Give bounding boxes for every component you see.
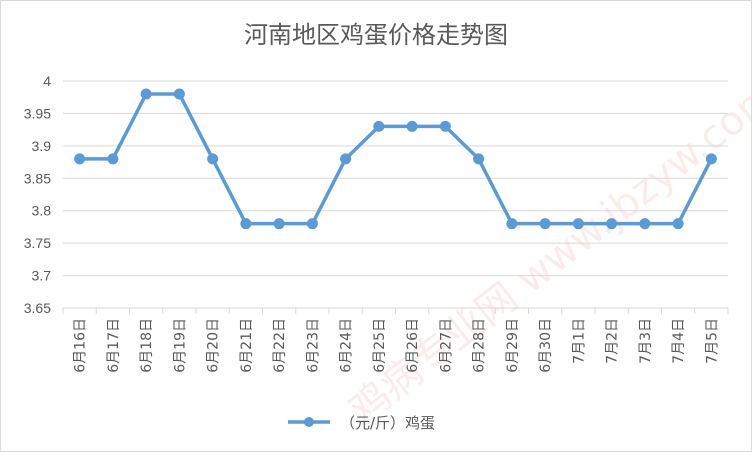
x-tick-label: 6月26日 [405,318,421,373]
data-point [705,153,717,165]
x-tick-label: 6月24日 [339,318,355,373]
data-point [406,120,418,132]
data-point [207,153,219,165]
data-point [306,218,318,230]
x-tick-label: 6月16日 [73,318,89,373]
data-point [373,120,385,132]
data-point [273,218,285,230]
x-tick-label: 6月27日 [438,318,454,373]
y-tick-label: 3.9 [32,138,52,154]
y-tick-label: 3.65 [24,300,51,316]
y-tick-label: 4 [43,73,51,89]
data-point [240,218,252,230]
legend-label: （元/斤）鸡蛋 [340,414,435,432]
x-tick-label: 7月2日 [605,318,621,364]
x-tick-label: 6月28日 [472,318,488,373]
x-tick-label: 7月3日 [638,318,654,364]
chart-title: 河南地区鸡蛋价格走势图 [244,21,508,49]
x-tick-label: 6月17日 [106,318,122,373]
data-point [539,218,551,230]
x-tick-label: 6月29日 [505,318,521,373]
x-tick-label: 6月22日 [272,318,288,373]
x-tick-label: 6月30日 [538,318,554,373]
x-tick-label: 7月1日 [571,318,587,364]
y-tick-label: 3.8 [32,203,52,219]
data-point [506,218,518,230]
y-tick-label: 3.75 [24,235,51,251]
y-tick-label: 3.85 [24,170,51,186]
y-tick-label: 3.7 [32,268,52,284]
x-tick-label: 6月21日 [239,318,255,373]
data-point [340,153,352,165]
x-tick-label: 7月5日 [704,318,720,364]
data-point [74,153,86,165]
data-point [639,218,651,230]
data-point [107,153,119,165]
data-point [473,153,485,165]
data-point [439,120,451,132]
x-tick-label: 6月25日 [372,318,388,373]
data-point [173,88,185,100]
x-tick-label: 7月4日 [671,318,687,364]
data-point [572,218,584,230]
x-tick-label: 6月23日 [305,318,321,373]
series-line [79,92,713,226]
y-tick-label: 3.95 [24,105,51,121]
legend-marker [304,417,314,427]
data-point [672,218,684,230]
x-tick-label: 6月18日 [139,318,155,373]
data-point [140,88,152,100]
x-tick-label: 6月19日 [172,318,188,373]
x-tick-label: 6月20日 [206,318,222,373]
data-point [606,218,618,230]
